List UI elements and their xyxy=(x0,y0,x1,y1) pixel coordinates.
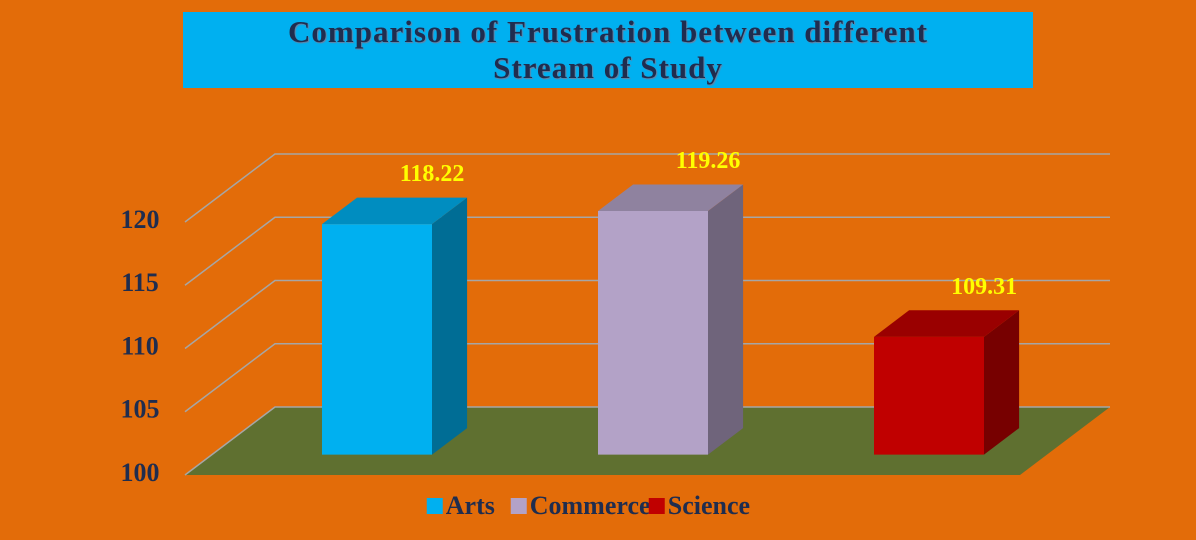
bar-top xyxy=(322,197,468,225)
legend-label: Arts xyxy=(446,491,495,520)
grid-line xyxy=(184,279,1110,350)
y-tick-label: 120 xyxy=(121,205,160,234)
bar-side xyxy=(432,197,468,455)
bar-side xyxy=(708,184,744,455)
grid-line xyxy=(184,153,1110,223)
grid-line xyxy=(184,216,1110,286)
chart-title: Comparison of Frustration between differ… xyxy=(288,14,928,85)
y-tick-label: 110 xyxy=(121,331,159,360)
data-label: 119.26 xyxy=(676,148,741,174)
legend-swatch xyxy=(648,498,665,514)
bar xyxy=(874,310,1020,455)
bar-front xyxy=(874,336,984,455)
grid-line xyxy=(184,343,1110,413)
grid-line xyxy=(184,406,1110,476)
bar xyxy=(598,184,744,455)
bar-front xyxy=(598,210,708,455)
y-tick-label: 105 xyxy=(121,395,160,424)
data-label: 109.31 xyxy=(951,274,1017,300)
legend-label: Commerce xyxy=(530,491,651,520)
legend-swatch xyxy=(426,498,443,514)
y-tick-label: 100 xyxy=(121,458,160,487)
legend-label: Science xyxy=(668,491,750,520)
bar-top xyxy=(598,184,744,211)
bar-top xyxy=(874,310,1020,337)
bar-front xyxy=(322,224,432,455)
bar-side xyxy=(984,310,1020,455)
legend-swatch xyxy=(510,498,527,514)
title-box: Comparison of Frustration between differ… xyxy=(183,12,1033,88)
y-tick-label: 115 xyxy=(121,268,159,297)
bar xyxy=(322,197,468,455)
data-label: 118.22 xyxy=(400,161,465,187)
